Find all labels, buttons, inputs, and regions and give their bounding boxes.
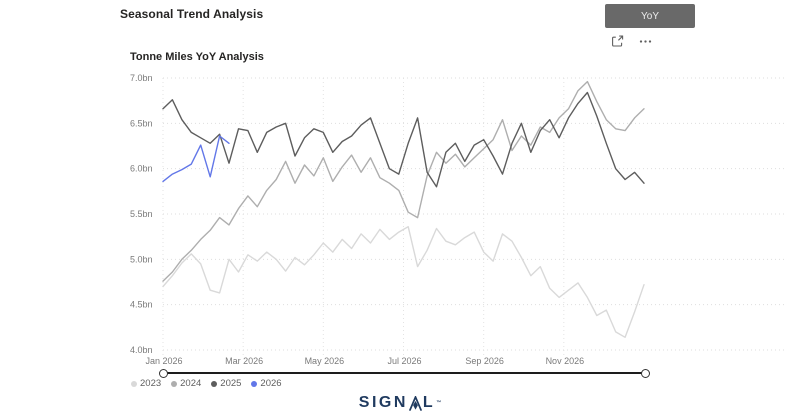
legend-item-2026[interactable]: 2026 (251, 378, 282, 389)
legend-item-2024[interactable]: 2024 (171, 378, 201, 389)
x-tick-label: Nov 2026 (546, 356, 585, 366)
x-tick-label: Mar 2026 (225, 356, 263, 366)
logo-delta-a-icon (409, 395, 422, 411)
legend-label: 2025 (220, 378, 242, 389)
x-tick-label: Jul 2026 (387, 356, 421, 366)
legend-label: 2026 (260, 378, 282, 389)
x-tick-label: Sep 2026 (465, 356, 504, 366)
y-tick-label: 4.5bn (130, 300, 153, 310)
logo-text: SIGN (358, 394, 408, 411)
series-line-2026 (162, 135, 230, 183)
y-tick-label: 4.0bn (130, 345, 153, 355)
y-tick-label: 6.0bn (130, 164, 153, 174)
focus-mode-icon[interactable] (609, 33, 625, 49)
range-slider-left-handle[interactable] (158, 368, 168, 378)
legend-marker-2026 (251, 380, 258, 387)
y-tick-label: 6.5bn (130, 118, 153, 128)
visual-header-toolbar (609, 33, 653, 49)
yoy-toggle-button[interactable]: YoY (605, 4, 695, 28)
legend-marker-2024 (171, 380, 178, 387)
series-line-2023 (162, 225, 645, 338)
x-tick-label: May 2026 (305, 356, 345, 366)
y-tick-label: 5.0bn (130, 254, 153, 264)
legend-item-2023[interactable]: 2023 (131, 378, 161, 389)
series-line-2025 (162, 91, 645, 188)
x-tick-label: Jan 2026 (145, 356, 182, 366)
legend-label: 2023 (140, 378, 162, 389)
range-slider-right-handle[interactable] (640, 368, 650, 378)
series-line-2024 (162, 80, 645, 282)
y-tick-label: 5.5bn (130, 209, 153, 219)
y-tick-label: 7.0bn (130, 73, 153, 83)
legend-item-2025[interactable]: 2025 (211, 378, 241, 389)
range-slider-track[interactable] (163, 372, 645, 375)
legend-marker-2025 (211, 380, 218, 387)
page-title: Seasonal Trend Analysis (120, 7, 264, 21)
logo-trademark: ™ (436, 400, 442, 406)
signal-logo: SIGN L ™ (0, 394, 800, 412)
chart-title: Tonne Miles YoY Analysis (130, 51, 264, 63)
more-options-icon[interactable] (637, 33, 653, 49)
legend-marker-2023 (131, 380, 137, 387)
legend-label: 2024 (180, 378, 202, 389)
logo-text: L (422, 394, 436, 411)
chart-legend: 2023 2024 2025 2026 (131, 378, 282, 389)
